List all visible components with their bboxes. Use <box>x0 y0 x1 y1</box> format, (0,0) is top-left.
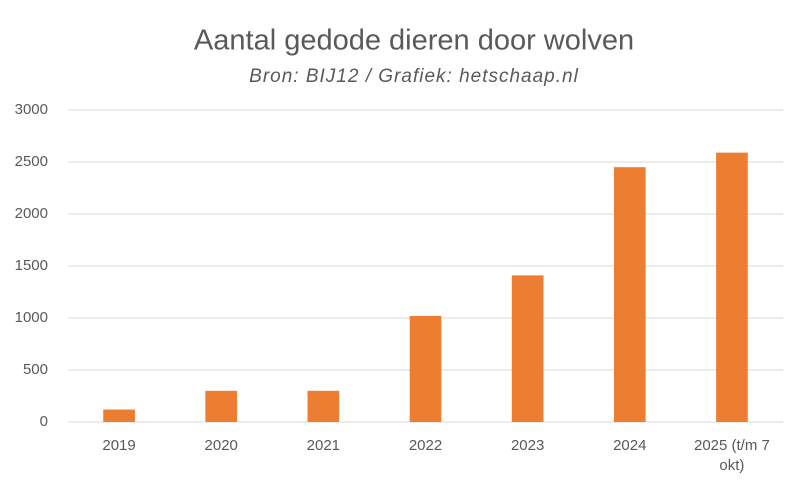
y-tick-label: 3000 <box>15 101 48 118</box>
bar <box>511 275 544 422</box>
y-tick-label: 1500 <box>15 257 48 274</box>
x-tick-label: 2025 (t/m 7 okt) <box>693 437 770 474</box>
bar <box>409 315 442 422</box>
chart-subtitle: Bron: BIJ12 / Grafiek: hetschaap.nl <box>249 66 579 87</box>
chart-title: Aantal gedode dieren door wolven <box>194 25 634 57</box>
x-tick-label: 2022 <box>408 437 443 454</box>
bar <box>613 167 646 422</box>
y-tick-label: 2000 <box>15 205 48 222</box>
bar <box>205 390 238 422</box>
y-tick-label: 1000 <box>15 309 48 326</box>
x-tick-label: 2024 <box>613 437 647 454</box>
bar <box>307 390 340 422</box>
x-tick-label: 2020 <box>204 437 238 454</box>
x-tick-label: 2021 <box>306 437 341 454</box>
bar <box>716 152 748 422</box>
y-tick-label: 0 <box>40 413 48 430</box>
x-tick-label: 2023 <box>510 437 545 454</box>
y-tick-label: 2500 <box>15 153 48 170</box>
y-tick-label: 500 <box>23 361 48 378</box>
x-tick-label: 2019 <box>102 437 136 454</box>
bar <box>103 409 135 422</box>
